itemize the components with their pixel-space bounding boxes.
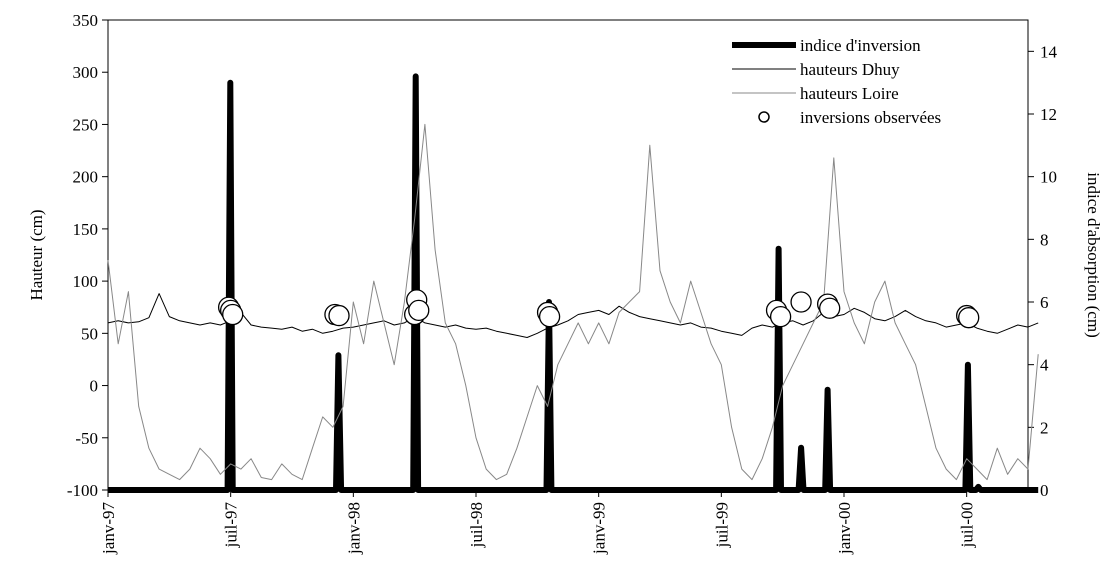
y2-tick-label: 0 xyxy=(1040,481,1049,500)
x-tick-label: juil-97 xyxy=(222,502,241,549)
series-line xyxy=(107,123,1039,481)
x-tick-label: janv-00 xyxy=(835,502,854,555)
y2-tick-label: 6 xyxy=(1040,293,1049,312)
y2-tick-label: 4 xyxy=(1040,356,1049,375)
legend-label: hauteurs Loire xyxy=(800,84,899,103)
x-tick-label: juil-00 xyxy=(958,502,977,548)
observed-marker xyxy=(819,297,841,319)
y2-tick-label: 10 xyxy=(1040,168,1057,187)
legend-marker xyxy=(758,111,770,123)
x-tick-label: juil-98 xyxy=(467,502,486,548)
y2-tick-label: 14 xyxy=(1040,42,1058,61)
y-tick-label: 200 xyxy=(73,168,99,187)
series-line xyxy=(107,293,1039,338)
observed-marker xyxy=(790,291,812,313)
observed-marker xyxy=(538,305,561,328)
y-tick-label: 0 xyxy=(90,377,99,396)
y-tick-label: 50 xyxy=(81,324,98,343)
legend-label: inversions observées xyxy=(800,108,941,127)
observed-marker xyxy=(769,305,792,328)
y-tick-label: 250 xyxy=(73,115,99,134)
observed-marker xyxy=(408,299,430,322)
y-tick-label: -50 xyxy=(75,429,98,448)
y-tick-label: -100 xyxy=(67,481,98,500)
legend-label: indice d'inversion xyxy=(800,36,921,55)
y-axis-label: Hauteur (cm) xyxy=(27,209,46,300)
y-tick-label: 350 xyxy=(73,11,99,30)
y-tick-label: 150 xyxy=(73,220,99,239)
x-tick-label: janv-98 xyxy=(344,502,363,555)
x-tick-label: janv-97 xyxy=(99,502,118,555)
observed-marker xyxy=(958,307,980,329)
series-line xyxy=(108,73,1039,493)
y2-tick-label: 12 xyxy=(1040,105,1057,124)
observed-marker xyxy=(328,304,350,327)
x-tick-label: juil-99 xyxy=(712,502,731,548)
y-tick-label: 300 xyxy=(73,63,99,82)
y2-tick-label: 2 xyxy=(1040,418,1049,437)
legend-label: hauteurs Dhuy xyxy=(800,60,900,79)
observed-marker xyxy=(222,303,244,326)
y-tick-label: 100 xyxy=(73,272,99,291)
y2-tick-label: 8 xyxy=(1040,230,1049,249)
y2-axis-label: indice d'absorption (cm) xyxy=(1084,172,1102,337)
x-tick-label: janv-99 xyxy=(590,502,609,555)
